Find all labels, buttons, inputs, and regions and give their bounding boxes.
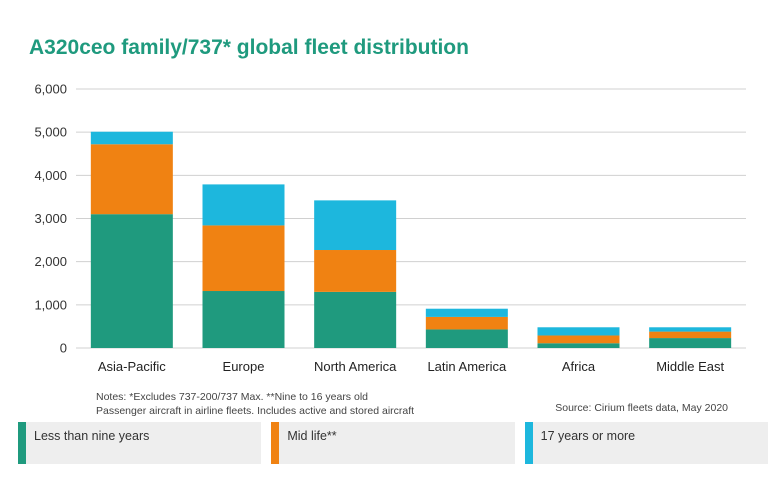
source-note: Source: Cirium fleets data, May 2020 [555, 402, 728, 414]
legend-item-mid-life: Mid life** [271, 422, 514, 464]
legend-label: Less than nine years [26, 422, 149, 443]
bar-segment [649, 327, 731, 331]
notes-line-2: Passenger aircraft in airline fleets. In… [96, 404, 414, 418]
legend-swatch-mid-life [271, 422, 279, 464]
y-tick-label: 0 [60, 341, 67, 356]
bar-segment [426, 317, 508, 330]
bar-segment [203, 184, 285, 225]
bar-segment [538, 343, 620, 348]
legend-label: 17 years or more [533, 422, 635, 443]
bar-segment [91, 132, 173, 145]
x-tick-label: Middle East [656, 359, 724, 374]
chart-notes: Notes: *Excludes 737-200/737 Max. **Nine… [96, 390, 414, 418]
x-axis: Asia-Pacific Europe North America Latin Ame… [98, 359, 725, 374]
legend-item-17-years-or-more: 17 years or more [525, 422, 768, 464]
bar-segment [203, 225, 285, 291]
y-tick-label: 2,000 [34, 254, 67, 269]
x-tick-label: Latin America [427, 359, 507, 374]
y-tick-label: 4,000 [34, 168, 67, 183]
bar-segment [203, 291, 285, 348]
bar-segment [314, 292, 396, 348]
legend: Less than nine years Mid life** 17 years… [18, 422, 768, 464]
legend-item-less-than-nine-years: Less than nine years [18, 422, 261, 464]
bars [91, 132, 731, 348]
bar-segment [538, 335, 620, 343]
bar-segment [426, 329, 508, 348]
notes-line-1: Notes: *Excludes 737-200/737 Max. **Nine… [96, 390, 414, 404]
bar-segment [649, 338, 731, 348]
x-tick-label: Asia-Pacific [98, 359, 166, 374]
y-tick-label: 6,000 [34, 82, 67, 97]
bar-segment [91, 144, 173, 214]
bar-segment [538, 327, 620, 335]
bar-segment [314, 200, 396, 250]
y-tick-label: 1,000 [34, 297, 67, 312]
y-tick-label: 5,000 [34, 125, 67, 140]
legend-swatch-less-than-nine-years [18, 422, 26, 464]
y-axis: 0 1,000 2,000 3,000 4,000 5,000 6,000 [34, 82, 67, 356]
bar-segment [649, 332, 731, 338]
bar-segment [91, 214, 173, 348]
gridlines [76, 89, 746, 348]
x-tick-label: North America [314, 359, 397, 374]
bar-segment [314, 250, 396, 292]
y-tick-label: 3,000 [34, 211, 67, 226]
legend-swatch-17-years-or-more [525, 422, 533, 464]
bar-segment [426, 309, 508, 317]
x-tick-label: Europe [223, 359, 265, 374]
x-tick-label: Africa [562, 359, 596, 374]
legend-label: Mid life** [279, 422, 336, 443]
